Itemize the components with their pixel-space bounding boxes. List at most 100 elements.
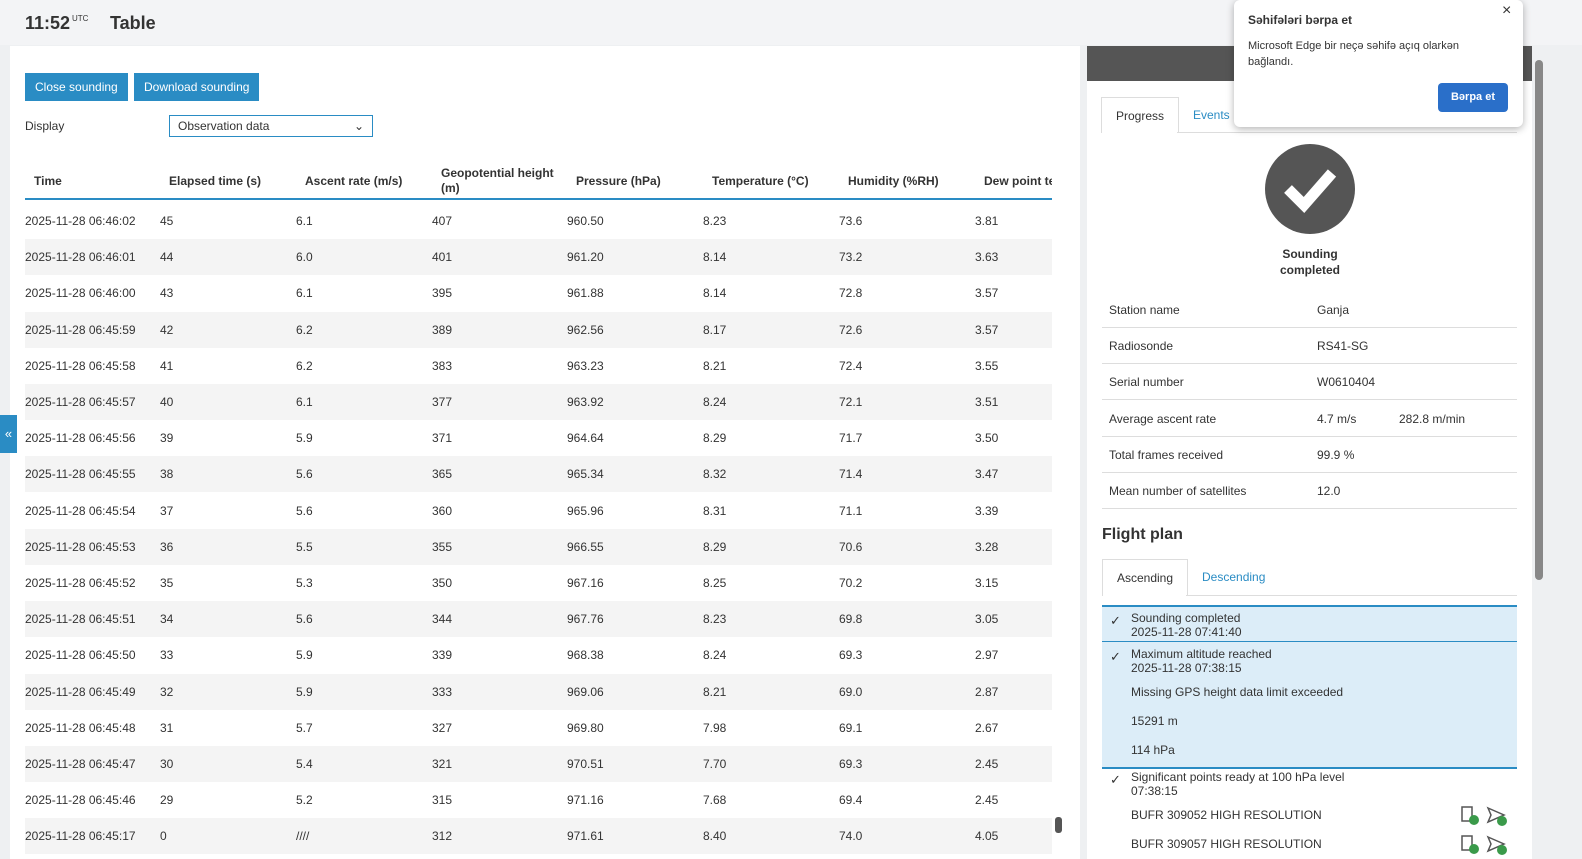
column-header: Ascent rate (m/s) <box>305 173 403 188</box>
table-cell: 8.29 <box>703 539 727 554</box>
table-cell: 371 <box>432 431 453 446</box>
descending-tab[interactable]: Descending <box>1202 570 1266 584</box>
table-cell: 333 <box>432 684 453 699</box>
table-cell: 5.6 <box>296 503 313 518</box>
table-cell: 8.24 <box>703 395 727 409</box>
collapse-tab[interactable]: « <box>0 415 17 453</box>
fp-highlight <box>1102 605 1517 769</box>
info-cell: Serial number <box>1109 375 1184 390</box>
table-cell: 5.6 <box>296 467 313 482</box>
table-cell: 7.68 <box>703 793 727 808</box>
table-cell: 69.3 <box>839 757 863 771</box>
table-cell: 73.6 <box>839 214 863 228</box>
table-cell: 407 <box>432 214 453 228</box>
table-cell: 31 <box>160 720 174 735</box>
info-cell: Ganja <box>1317 303 1350 317</box>
notification: Səhifələri bərpa et × Microsoft Edge bir… <box>1234 0 1523 127</box>
table-row: 2025-11-28 06:45:48 31 5.7 327 969.80 7.98 69.… <box>25 709 1052 746</box>
table-cell: 5.9 <box>296 431 313 446</box>
table-cell: 2025-11-28 06:45:55 <box>25 467 136 482</box>
notification-button[interactable]: Bərpa et <box>1438 83 1508 112</box>
table-cell: 2025-11-28 06:45:53 <box>25 539 136 554</box>
fp-sep <box>1102 641 1517 642</box>
table-cell: 2025-11-28 06:45:49 <box>25 684 136 699</box>
notification-title: Səhifələri bərpa et <box>1248 13 1353 27</box>
header-underline <box>975 198 1052 200</box>
table-cell: 965.34 <box>567 467 604 482</box>
table-row: 2025-11-28 06:46:00 43 6.1 395 961.88 8.14 72.… <box>25 275 1052 312</box>
table-cell: 395 <box>432 286 453 301</box>
table-cell: 43 <box>160 286 174 301</box>
table-cell: 8.21 <box>703 684 727 699</box>
table-cell: 5.7 <box>296 720 313 735</box>
notification-close[interactable]: × <box>1502 2 1512 19</box>
table-cell: 6.0 <box>296 250 313 265</box>
table-cell: 2.45 <box>975 793 999 808</box>
table-cell: 69.8 <box>839 612 863 627</box>
table-cell: 69.0 <box>839 684 863 699</box>
table-cell: 355 <box>432 539 453 554</box>
table-cell: 2.97 <box>975 648 999 663</box>
table-cell: 3.55 <box>975 358 999 373</box>
table-cell: 960.50 <box>567 214 604 228</box>
table-cell: 2.45 <box>975 757 999 771</box>
item-title: Significant points ready at 100 hPa leve… <box>1131 770 1345 784</box>
progress-tab[interactable]: Progress <box>1101 97 1179 133</box>
table-cell: 966.55 <box>567 539 604 554</box>
close-sounding-button[interactable]: Close sounding <box>25 73 128 101</box>
table-cell: 964.64 <box>567 431 604 446</box>
table-cell: 389 <box>432 322 453 337</box>
events-tab[interactable]: Events <box>1193 108 1230 122</box>
table-cell: 71.7 <box>839 431 863 446</box>
table-cell: 6.1 <box>296 286 313 301</box>
table-cell: 2025-11-28 06:45:56 <box>25 431 136 446</box>
table-cell: 3.57 <box>975 286 999 301</box>
table-cell: 327 <box>432 720 453 735</box>
column-header: Temperature (°C) <box>712 173 809 188</box>
table-cell: 967.76 <box>567 612 604 627</box>
item-time: 2025-11-28 07:38:15 <box>1131 661 1242 675</box>
info-cell: Total frames received <box>1109 447 1224 462</box>
table-cell: 7.98 <box>703 720 727 735</box>
table-row: 2025-11-28 06:46:01 44 6.0 401 961.20 8.14 73.… <box>25 239 1052 276</box>
table-row: 2025-11-28 06:45:46 29 5.2 315 971.16 7.68 69.… <box>25 782 1052 819</box>
ascending-tab[interactable]: Ascending <box>1102 559 1188 596</box>
table-row: 2025-11-28 06:45:57 40 6.1 377 963.92 8.24 72.… <box>25 384 1052 420</box>
table-cell: 968.38 <box>567 648 604 663</box>
table-cell: 2025-11-28 06:46:00 <box>25 286 136 301</box>
table-cell: 45 <box>160 214 174 228</box>
info-cell: Average ascent rate <box>1109 411 1217 426</box>
table-cell: 2025-11-28 06:46:01 <box>25 250 136 265</box>
table-cell: 8.32 <box>703 467 727 482</box>
table-cell: 8.17 <box>703 322 727 337</box>
display-select[interactable]: Observation data ⌄ <box>169 115 373 137</box>
download-sounding-button[interactable]: Download sounding <box>134 73 260 101</box>
flight-plan-title: Flight plan <box>1102 526 1183 543</box>
table-cell: 401 <box>432 250 453 265</box>
info-divider <box>1102 399 1517 401</box>
table-cell: 6.2 <box>296 322 313 337</box>
table-cell: 8.21 <box>703 358 727 373</box>
table-row: 2025-11-28 06:45:49 32 5.9 333 969.06 8.21 69.… <box>25 673 1052 710</box>
table-cell: 5.4 <box>296 757 313 771</box>
table-cell: 70.6 <box>839 539 863 554</box>
info-cell: Radiosonde <box>1109 339 1174 354</box>
column-header: Geopotential height (m) <box>441 166 554 195</box>
table-cell: 3.15 <box>975 576 999 590</box>
info-cell: Mean number of satellites <box>1109 484 1247 498</box>
display-label: Display <box>25 119 65 133</box>
fp-tabs-line <box>1186 595 1517 596</box>
table-scrollbar <box>1054 205 1064 855</box>
header-underline <box>25 198 162 200</box>
table-cell: 44 <box>160 250 174 265</box>
table-cell: 970.51 <box>567 757 604 771</box>
table-cell: 72.4 <box>839 358 863 373</box>
table-cell: 344 <box>432 612 453 627</box>
table-cell: 2025-11-28 06:45:52 <box>25 576 136 590</box>
table-cell: 8.29 <box>703 431 727 446</box>
check-icon: ✓ <box>1110 613 1121 628</box>
table-cell: 2025-11-28 06:45:17 <box>25 829 136 844</box>
table-cell: 40 <box>160 395 174 409</box>
table-cell: 38 <box>160 467 174 482</box>
